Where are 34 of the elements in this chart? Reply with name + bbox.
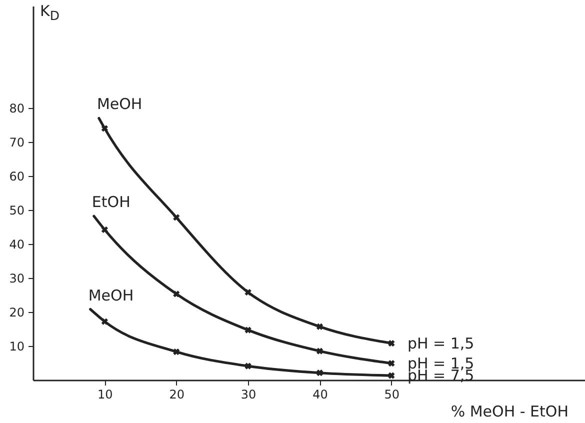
y-tick-label: 80 <box>9 102 24 116</box>
point <box>101 226 108 234</box>
point <box>244 362 252 370</box>
point <box>316 348 324 354</box>
annotation: pH = 1,5 <box>407 334 474 352</box>
point <box>388 340 395 347</box>
point <box>388 372 395 379</box>
point <box>244 288 252 296</box>
x-tick-label: 50 <box>384 388 400 402</box>
point <box>244 326 252 334</box>
point <box>101 125 108 132</box>
y-tick-label: 70 <box>9 136 24 150</box>
x-axis-title: % MeOH - EtOH <box>450 402 568 420</box>
point <box>101 318 108 325</box>
point <box>173 214 180 221</box>
series-label: MeOH <box>96 95 142 114</box>
y-tick-label: 60 <box>9 170 24 184</box>
y-tick-label: 20 <box>9 306 24 320</box>
point <box>173 348 180 356</box>
series-label: MeOH <box>88 286 134 304</box>
y-tick-label: 40 <box>9 238 24 252</box>
point <box>316 370 324 376</box>
y-tick-label: 10 <box>9 340 24 354</box>
x-tick-label: 20 <box>169 388 185 402</box>
point <box>316 323 324 330</box>
y-tick-label: 30 <box>9 272 24 286</box>
x-tick-label: 40 <box>312 388 328 402</box>
point <box>173 290 180 298</box>
point <box>388 360 395 367</box>
x-tick-label: 10 <box>98 388 113 402</box>
series-label: EtOH <box>92 193 130 212</box>
y-axis-title: K$_{D}$ <box>40 2 60 23</box>
x-tick-label: 30 <box>240 388 256 402</box>
y-tick-label: 50 <box>9 204 24 218</box>
